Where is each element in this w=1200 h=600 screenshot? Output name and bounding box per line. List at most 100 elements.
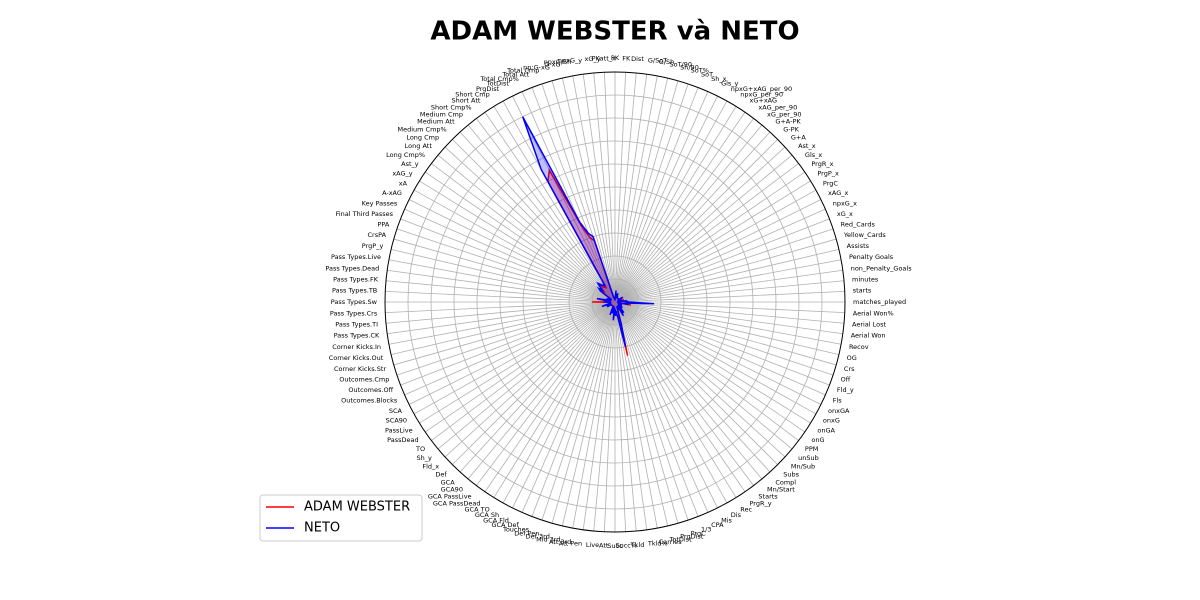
category-label: Dist: [631, 55, 644, 63]
category-label: Starts: [758, 493, 778, 501]
category-label: G+A-PK: [775, 118, 801, 126]
grid-ring: [453, 140, 777, 464]
category-label: starts: [853, 287, 872, 295]
category-label: G-xG: [544, 60, 560, 68]
category-label: np:G-xG: [523, 63, 550, 71]
category-label: GCA Def: [491, 521, 519, 529]
category-label: Mn/Sub: [791, 462, 815, 470]
category-label: npxG_per_90: [740, 91, 783, 99]
category-label: Tkld: [630, 541, 645, 549]
category-label: Total Cmp: [506, 67, 539, 75]
category-label: PrgR_y: [750, 499, 772, 507]
category-label: xAG_x: [828, 189, 848, 197]
category-label: Off: [841, 376, 851, 384]
legend-frame: [259, 494, 423, 542]
category-label: Gls_y: [721, 80, 738, 88]
category-label: xG_per_90: [767, 110, 801, 118]
grid-ring: [430, 117, 800, 487]
category-label: Pass Types.Sw: [331, 298, 378, 306]
category-label: GCA PassLive: [428, 493, 472, 501]
category-label: minutes: [852, 275, 879, 283]
category-label: non_Penalty_Goals: [851, 264, 913, 272]
category-label: Medium Att: [417, 118, 455, 126]
category-label: onxG: [823, 417, 840, 425]
category-label: Key Passes: [362, 199, 398, 207]
series-area: [547, 170, 636, 356]
category-label: Rec: [740, 505, 752, 513]
grid-ring: [407, 94, 823, 510]
category-label: npxG_y: [558, 56, 582, 64]
category-label: PassDead: [387, 436, 419, 444]
category-label: Subs: [783, 471, 799, 479]
category-label: xG_y: [584, 55, 600, 63]
category-label: Live: [586, 541, 599, 549]
category-label: SoT%: [691, 67, 709, 75]
category-label: PrgP_x: [817, 170, 839, 178]
category-label: Touches: [502, 526, 530, 534]
chart-title: ADAM WEBSTER và NETO: [430, 17, 799, 47]
category-label: GCA TO: [465, 505, 490, 513]
category-label: Def: [435, 471, 447, 479]
legend-label: NETO: [304, 521, 340, 536]
category-label: A-xAG: [382, 189, 402, 197]
category-label: SoT: [701, 70, 713, 78]
category-label: Ast_x: [798, 142, 816, 150]
category-label: Sh_x: [711, 75, 726, 83]
category-label: Final Third Passes: [336, 210, 394, 218]
category-label: PK: [611, 54, 620, 62]
category-label: Penalty Goals: [849, 253, 894, 261]
category-label: TotDist: [668, 536, 692, 544]
category-label: npxG_x: [833, 199, 857, 207]
category-label: Sh_y: [417, 454, 432, 462]
category-label: Pass Types.CK: [334, 332, 380, 340]
category-label: Assists: [847, 242, 870, 250]
category-label: GCA Fld: [483, 516, 509, 524]
category-label: Ast_y: [401, 160, 419, 168]
category-label: Pass Types.Live: [331, 253, 381, 261]
category-label: Short Att: [452, 97, 481, 105]
category-label: xAG_y: [392, 170, 412, 178]
category-label: Red_Cards: [841, 220, 876, 228]
category-label: PPM: [805, 445, 818, 453]
category-label: Fls: [833, 397, 843, 405]
category-label: Total Cmp%: [479, 75, 518, 83]
category-label: Dis: [731, 511, 742, 519]
category-label: Corner Kicks.In: [332, 343, 381, 351]
grid-ring: [476, 163, 754, 441]
category-label: Outcomes.Off: [348, 386, 393, 394]
category-label: Def Pen: [514, 529, 539, 537]
category-label: GCA90: [441, 486, 463, 494]
category-label: Def 3rd: [526, 533, 550, 541]
category-label: Pass Types.FK: [333, 275, 379, 283]
category-label: TotDist: [486, 80, 510, 88]
category-label: Short Cmp%: [431, 103, 472, 111]
category-label: Outcomes.Blocks: [341, 397, 398, 405]
category-label: xG+xAG: [750, 97, 778, 105]
category-label: Medium Cmp: [420, 110, 463, 118]
category-label: SoT/90: [669, 60, 692, 68]
category-label: PrgC: [691, 529, 706, 537]
category-label: Att 3rd: [549, 538, 571, 546]
category-label: Pass Types.Crs: [330, 309, 378, 317]
category-label: 1/3: [701, 526, 711, 534]
category-label: npxG/Sh: [544, 58, 572, 66]
category-label: Pass Types.TB: [332, 287, 377, 295]
category-label: PrgDist: [680, 533, 704, 541]
category-label: Long Cmp%: [386, 151, 425, 159]
category-label: onxGA: [828, 407, 850, 415]
category-label: SCA: [389, 407, 403, 415]
category-label: Mid 3rd: [536, 536, 560, 544]
category-label: Att Pen: [559, 540, 582, 548]
category-label: onGA: [817, 426, 835, 434]
category-label: Compl: [775, 478, 796, 486]
grid-ring: [499, 186, 731, 418]
category-label: PrgDist: [476, 85, 500, 93]
category-label: G+A: [791, 134, 806, 142]
category-label: Sh/90: [680, 63, 699, 71]
category-label: Aerial Won: [851, 332, 886, 340]
grid-ring: [545, 232, 685, 372]
category-label: Crs: [844, 365, 855, 373]
category-label: matches_played: [853, 298, 906, 306]
category-label: Gls_x: [805, 151, 822, 159]
